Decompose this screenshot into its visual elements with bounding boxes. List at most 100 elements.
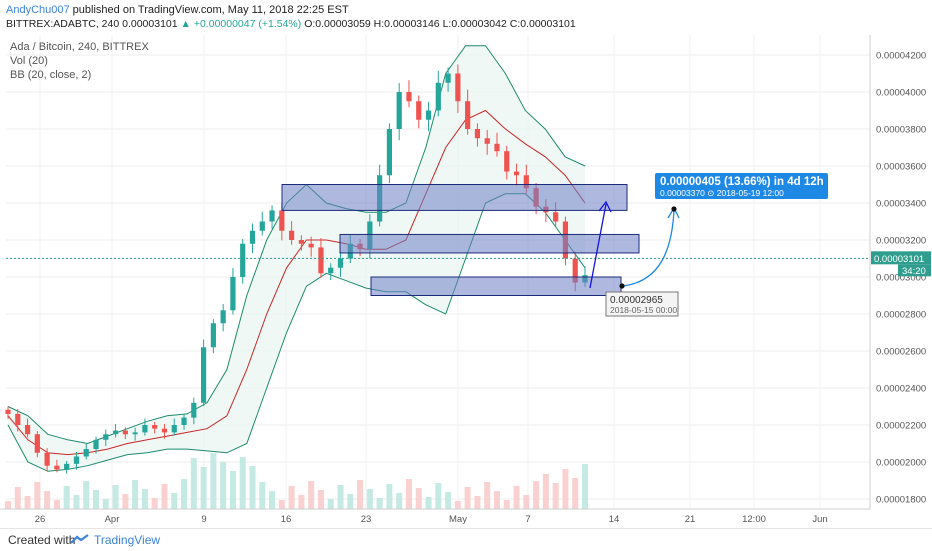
countdown-text: 34:20 — [902, 266, 926, 277]
y-tick-label: 0.00002200 — [876, 421, 926, 432]
candle-body — [269, 210, 275, 222]
candle-body — [24, 425, 31, 435]
tradingview-logo-icon[interactable] — [70, 534, 90, 544]
volume-bar — [317, 490, 324, 509]
callout-line-2: 0.00003370 ⊙ 2018-05-19 12:00 — [660, 188, 784, 198]
publish-line: AndyChu007 published on TradingView.com,… — [6, 4, 349, 16]
volume-bar — [190, 458, 197, 509]
candle-body — [210, 323, 216, 348]
volume-bar — [63, 486, 70, 509]
projection-target-dot — [671, 206, 677, 212]
y-tick-label: 0.00002400 — [876, 384, 926, 395]
x-tick-label: 14 — [609, 514, 620, 525]
y-tick-label: 0.00001800 — [876, 495, 926, 506]
open-value: O:0.00003059 — [304, 18, 371, 30]
x-tick-label: 9 — [201, 514, 206, 525]
candle-body — [83, 449, 89, 457]
candle-body — [513, 171, 520, 176]
volume-bar — [425, 497, 432, 509]
volume-bar — [454, 501, 461, 509]
volume-bar — [132, 480, 139, 509]
candle-body — [54, 465, 60, 470]
candle-body — [64, 463, 70, 470]
zone-rect — [339, 233, 640, 254]
projection-arrow — [589, 200, 612, 289]
y-tick-label: 0.00002600 — [876, 347, 926, 358]
candle-body — [474, 129, 481, 139]
candle-body — [484, 138, 490, 144]
candle-body — [416, 101, 422, 120]
candle-body — [103, 434, 109, 440]
volume-bar — [171, 493, 178, 509]
volume-bar — [44, 491, 51, 509]
x-tick-label: May — [449, 514, 467, 525]
volume-bar — [582, 464, 588, 509]
volume-bar — [474, 496, 481, 509]
candle-body — [230, 277, 236, 311]
y-axis: 0.00004200 0.00004000 0.00003800 0.00003600… — [869, 35, 926, 509]
legend-title[interactable]: Ada / Bitcoin, 240, BITTREX — [10, 41, 149, 53]
legend-bollinger[interactable]: BB (20, close, 2) — [10, 69, 92, 81]
volume-bar — [357, 480, 364, 509]
volume-bar — [269, 491, 276, 509]
zone-rect — [370, 276, 622, 296]
candle-body — [240, 243, 246, 277]
volume-bar — [562, 469, 569, 509]
volume-bar — [102, 499, 109, 509]
author-link[interactable]: AndyChu007 — [6, 4, 70, 16]
volume-bar — [259, 482, 266, 509]
projection-anchor — [619, 283, 625, 289]
legend-volume[interactable]: Vol (20) — [10, 55, 48, 67]
tradingview-link[interactable]: TradingView — [94, 533, 161, 547]
candle-body — [191, 402, 197, 418]
candle-body — [15, 413, 21, 425]
x-axis: 26 Apr 9 16 23 May 7 14 21 12:00 Jun — [0, 508, 870, 525]
published-text: published on TradingView.com, May 11, 20… — [72, 4, 349, 16]
projection-callout: 0.00000405 (13.66%) in 4d 12h 0.00003370… — [655, 173, 828, 199]
candle-body — [328, 267, 334, 274]
current-price-label: 0.00003101 34:20 — [871, 251, 931, 277]
bollinger-basis-line — [7, 109, 586, 456]
y-tick-label: 0.00003000 — [876, 273, 926, 284]
zone-rect — [281, 184, 628, 211]
volume-bar — [14, 487, 21, 509]
volume-bar — [347, 494, 354, 509]
volume-bar — [249, 466, 256, 509]
candle-body — [553, 212, 559, 222]
volume-bar — [200, 467, 207, 509]
current-price-text: 0.00003101 — [874, 254, 924, 265]
y-tick-label: 0.00004200 — [876, 51, 926, 62]
price-change: ▲ +0.00000047 (+1.54%) — [180, 18, 302, 30]
volume-bar — [161, 484, 168, 509]
volume-bar — [415, 488, 422, 509]
candle-body — [171, 425, 177, 433]
x-tick-label: 26 — [35, 514, 46, 525]
candle-body — [161, 428, 168, 433]
volume-bar — [73, 495, 80, 509]
candle-body — [425, 110, 432, 120]
volume-bar — [572, 478, 579, 509]
candle-body — [93, 439, 99, 450]
y-tick-label: 0.00003800 — [876, 125, 926, 136]
volume-bar — [376, 498, 383, 509]
volume-bar — [112, 485, 119, 509]
x-tick-label: 23 — [361, 514, 372, 525]
volume-bar — [53, 500, 60, 509]
volume-bar — [181, 479, 188, 509]
volume-bar — [210, 453, 217, 509]
y-tick-label: 0.00003600 — [876, 162, 926, 173]
price-chart: 0.00002965 2018-05-15 00:00 0.00000405 (… — [0, 35, 931, 525]
volume-bar — [288, 486, 295, 509]
candle-body — [455, 73, 461, 102]
candle-body — [112, 430, 119, 435]
volume-bar — [464, 487, 471, 509]
callout-line-1: 0.00000405 (13.66%) in 4d 12h — [660, 176, 824, 188]
candle-body — [5, 409, 11, 414]
candle-body — [465, 101, 471, 129]
indicator-legend: Ada / Bitcoin, 240, BITTREX Vol (20) BB … — [10, 40, 149, 82]
volume-bar — [229, 471, 236, 509]
candle-body — [298, 240, 304, 244]
volume-bar — [220, 462, 227, 509]
candle-body — [279, 210, 285, 231]
volume-bar — [533, 481, 540, 509]
